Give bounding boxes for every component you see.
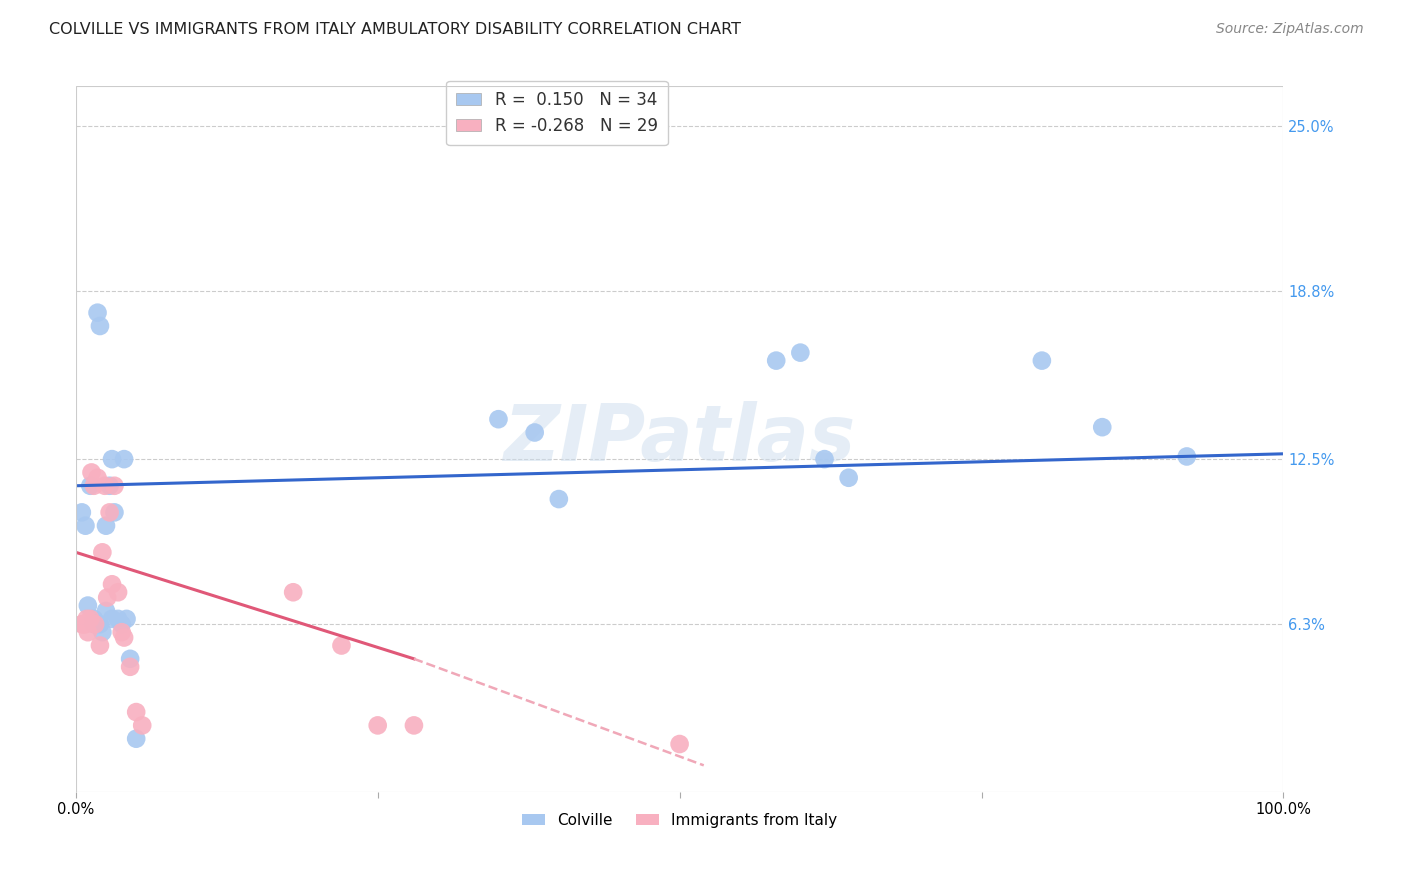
Text: COLVILLE VS IMMIGRANTS FROM ITALY AMBULATORY DISABILITY CORRELATION CHART: COLVILLE VS IMMIGRANTS FROM ITALY AMBULA… [49, 22, 741, 37]
Point [765, 353, 787, 368]
Point [86, 306, 108, 320]
Point [75, 617, 97, 632]
Point [120, 652, 142, 666]
Point [120, 660, 142, 674]
Point [101, 452, 124, 467]
Point [80, 466, 103, 480]
Point [402, 718, 425, 732]
Point [91, 545, 114, 559]
Point [112, 452, 135, 467]
Point [103, 505, 125, 519]
Point [89, 639, 111, 653]
Point [77, 599, 100, 613]
Point [1175, 450, 1198, 464]
Point [488, 412, 510, 426]
Point [1031, 353, 1053, 368]
Point [789, 345, 811, 359]
Point [838, 471, 860, 485]
Point [72, 617, 94, 632]
Point [83, 479, 105, 493]
Text: ZIPatlas: ZIPatlas [503, 401, 856, 477]
Point [107, 585, 129, 599]
Text: Source: ZipAtlas.com: Source: ZipAtlas.com [1216, 22, 1364, 37]
Point [70, 505, 93, 519]
Point [107, 612, 129, 626]
Point [98, 505, 121, 519]
Point [86, 471, 108, 485]
Point [813, 452, 835, 467]
Point [111, 625, 134, 640]
Point [73, 617, 96, 632]
Point [98, 479, 121, 493]
Point [101, 612, 124, 626]
Point [83, 617, 105, 632]
Point [94, 479, 117, 493]
Point [91, 625, 114, 640]
Point [103, 479, 125, 493]
Point [111, 617, 134, 632]
Point [94, 604, 117, 618]
Point [79, 612, 101, 626]
Point [101, 577, 124, 591]
Point [94, 518, 117, 533]
Point [125, 731, 148, 746]
Point [131, 718, 153, 732]
Point [76, 612, 98, 626]
Point [668, 737, 690, 751]
Point [79, 479, 101, 493]
Point [75, 518, 97, 533]
Point [96, 591, 118, 605]
Point [1091, 420, 1114, 434]
Legend: Colville, Immigrants from Italy: Colville, Immigrants from Italy [516, 806, 844, 834]
Point [70, 617, 93, 632]
Point [523, 425, 546, 440]
Point [125, 705, 148, 719]
Point [367, 718, 389, 732]
Point [112, 631, 135, 645]
Point [89, 617, 111, 632]
Point [77, 625, 100, 640]
Point [330, 639, 353, 653]
Point [83, 612, 105, 626]
Point [283, 585, 305, 599]
Point [84, 617, 107, 632]
Point [547, 491, 569, 506]
Point [89, 318, 111, 333]
Point [115, 612, 138, 626]
